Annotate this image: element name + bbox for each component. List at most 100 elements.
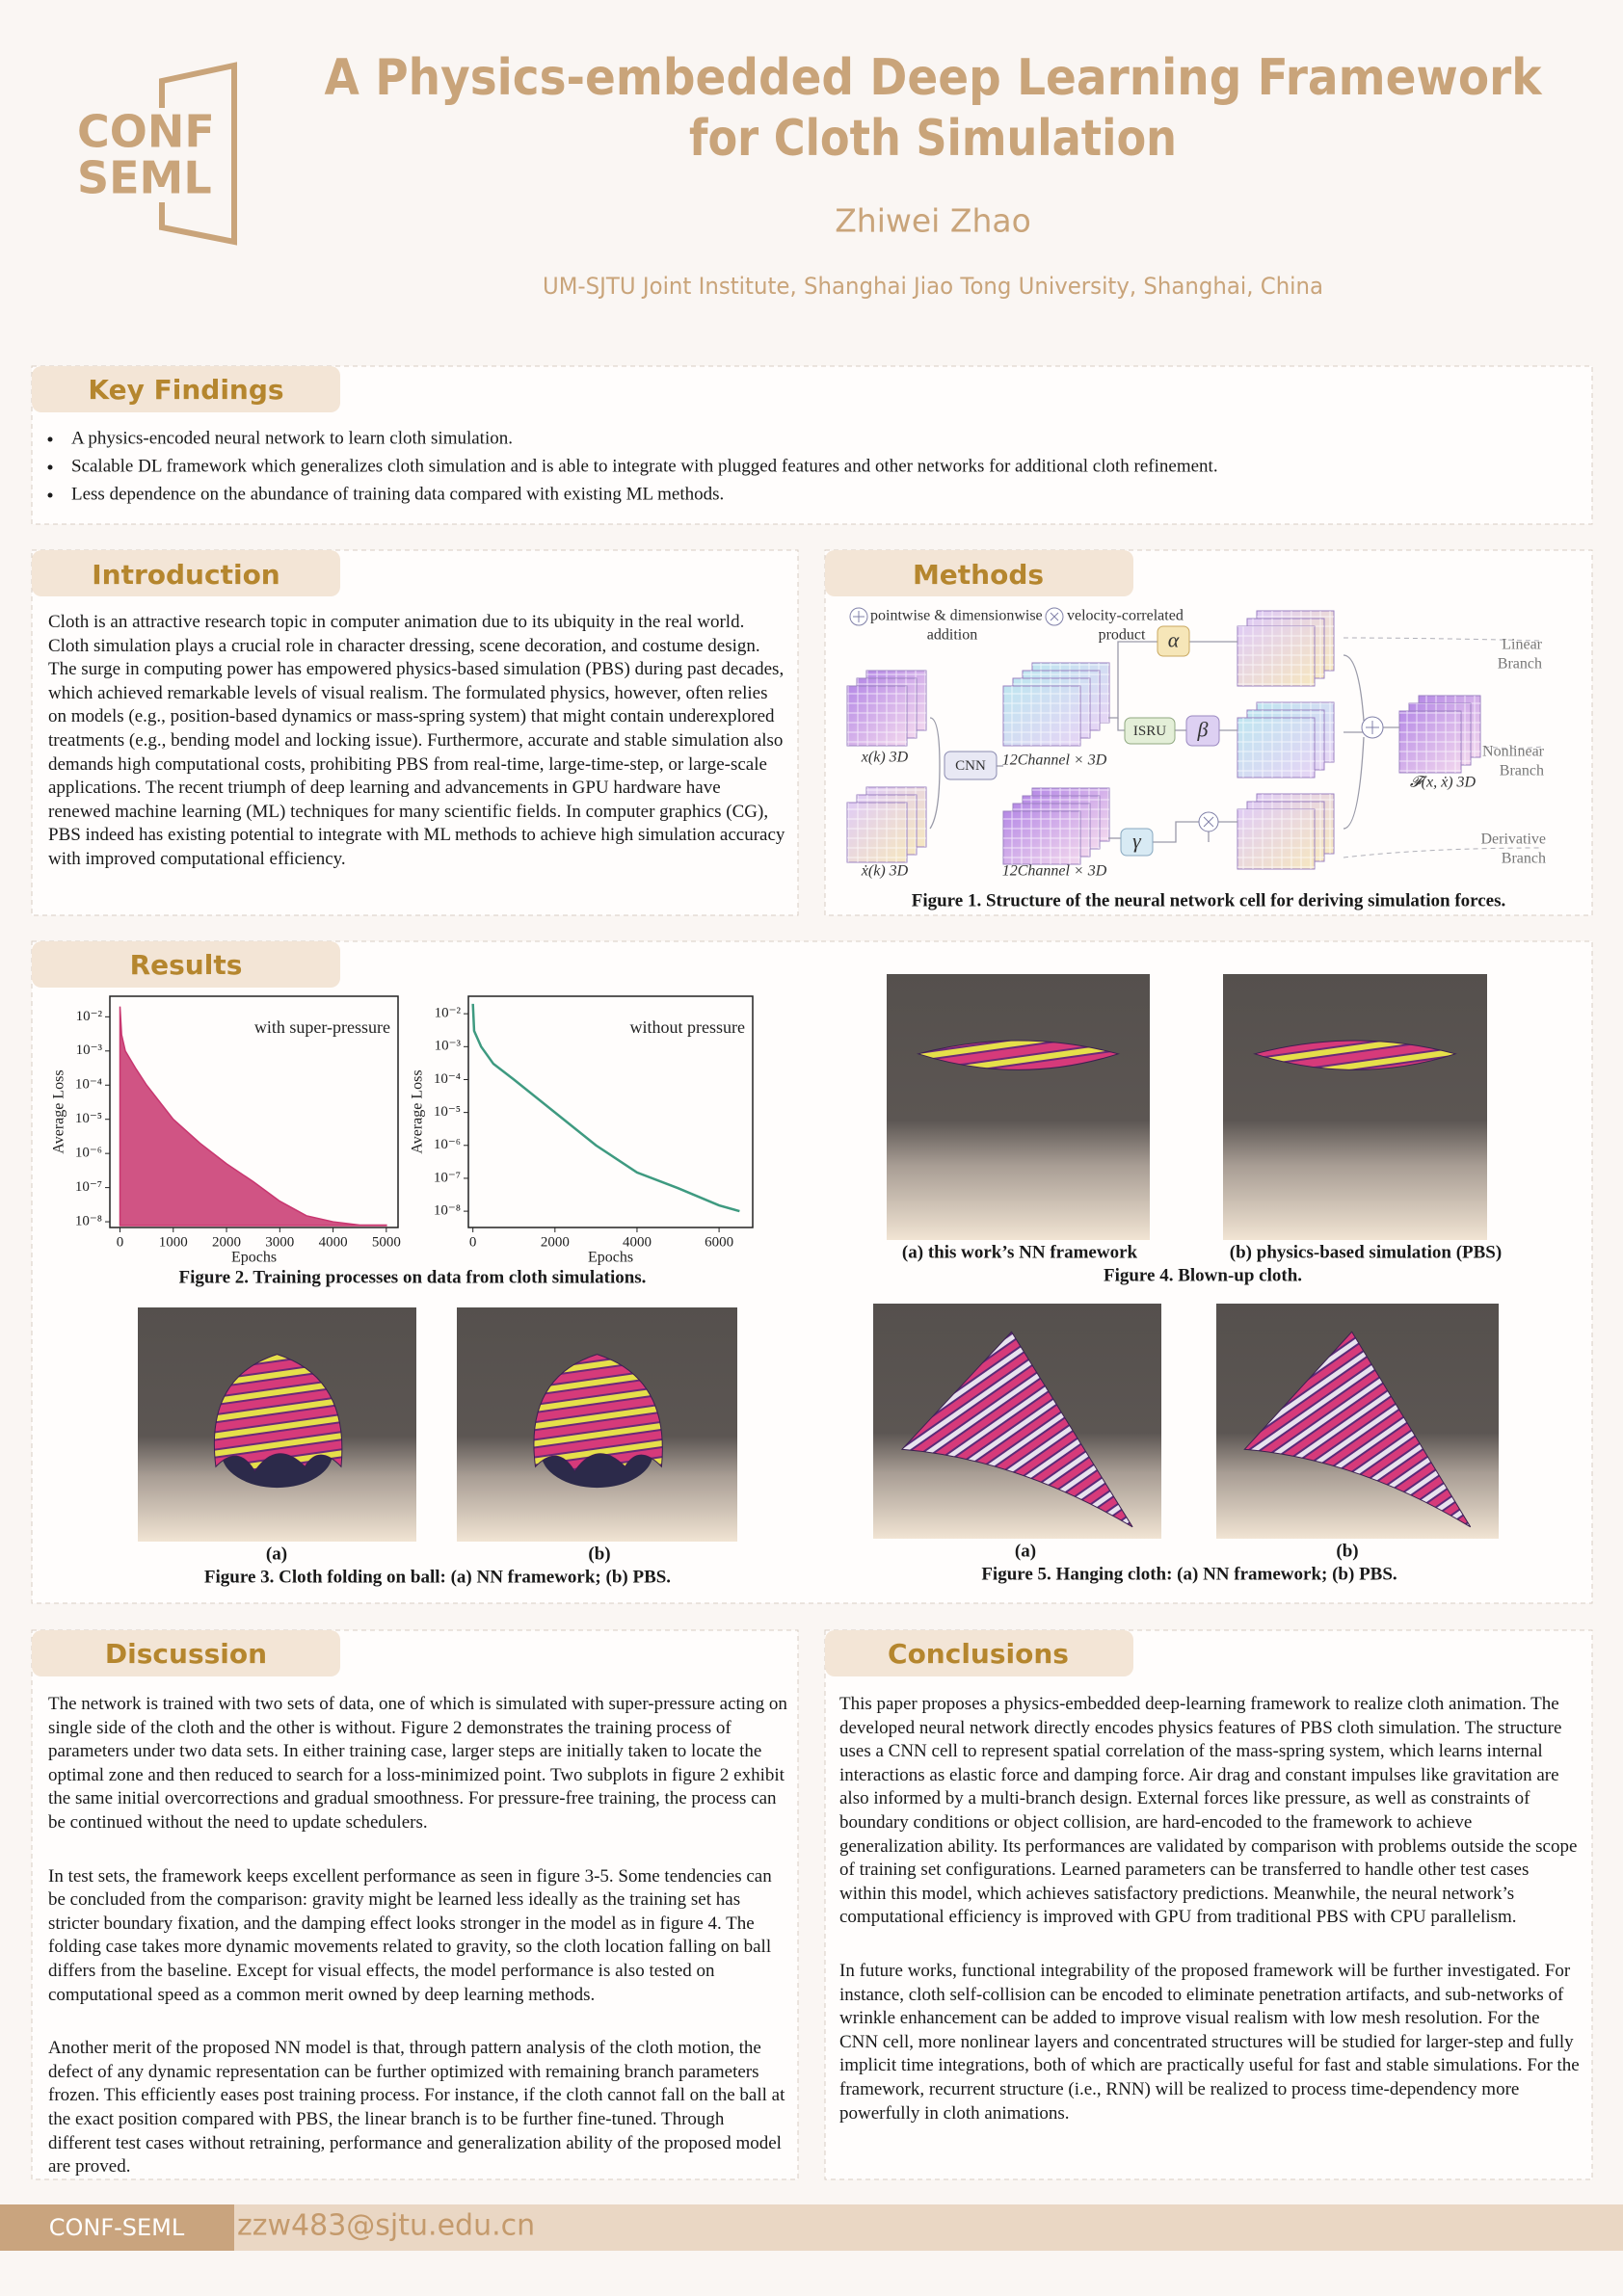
subfigure-label: (b) physics-based simulation (PBS): [1230, 1242, 1502, 1262]
section-box: [824, 1629, 1593, 2180]
render-cloth: [1243, 1331, 1472, 1528]
legend-symbol: [1050, 612, 1059, 621]
y-tick-label: 10⁻²: [76, 1009, 103, 1024]
tensor-grid: [1003, 811, 1080, 864]
subfigure-label: (a) this work’s NN framework: [902, 1242, 1138, 1262]
y-tick-label: 10⁻⁷: [75, 1179, 102, 1195]
paragraph: In future works, functional integrabilit…: [839, 1960, 1580, 2124]
legend-symbol: [853, 611, 865, 622]
tensor-grid: [1237, 718, 1315, 778]
connector: [1117, 718, 1125, 731]
footer-email: zzw483@sjtu.edu.cn: [237, 2209, 535, 2243]
x-tick-label: 4000: [319, 1234, 348, 1250]
y-tick-label: 10⁻²: [435, 1006, 462, 1021]
finding: Less dependence on the abundance of trai…: [71, 484, 724, 504]
render-cloth: [213, 1354, 343, 1473]
footer-bar: [0, 2204, 1623, 2251]
branch-label: Branch: [1498, 656, 1542, 673]
tensor-grid: [847, 686, 907, 746]
logo-bracket: [159, 62, 237, 246]
tensor-grid: [1237, 626, 1315, 686]
diagram-label: 𝓕(x, ẋ) 3D: [1410, 775, 1477, 791]
tensor-grid: [1003, 686, 1080, 746]
finding: Scalable DL framework which generalizes …: [71, 456, 1218, 476]
section-tab: [32, 550, 340, 596]
figure-caption: Figure 3. Cloth folding on ball: (a) NN …: [204, 1567, 671, 1587]
loss-area: [119, 1006, 387, 1227]
op-label: ISRU: [1133, 724, 1166, 739]
paragraph: The network is trained with two sets of …: [48, 1694, 787, 1833]
section-tab: [32, 941, 340, 988]
paragraph: This paper proposes a physics-embedded d…: [839, 1694, 1578, 1928]
x-axis-label: Epochs: [588, 1250, 633, 1266]
figure-caption: Figure 1. Structure of the neural networ…: [912, 890, 1506, 910]
render-cloth: [533, 1354, 663, 1473]
y-tick-label: 10⁻⁴: [75, 1077, 102, 1093]
subfigure-label: (b): [588, 1544, 610, 1564]
chart-annotation: without pressure: [630, 1017, 745, 1037]
x-tick-label: 2000: [541, 1234, 570, 1250]
section-heading: Conclusions: [888, 1638, 1069, 1670]
x-tick-label: 0: [117, 1234, 124, 1250]
loss-line: [471, 1003, 740, 1213]
y-axis-label: Average Loss: [410, 1069, 426, 1153]
op-box: [1185, 715, 1220, 747]
bullet: [47, 464, 53, 470]
op-box: [1124, 717, 1176, 745]
section-tab: [825, 1630, 1133, 1676]
y-tick-label: 10⁻⁸: [434, 1203, 461, 1219]
connector: [1108, 641, 1157, 719]
subfigure-label: (a): [266, 1544, 287, 1564]
y-tick-label: 10⁻³: [435, 1039, 462, 1054]
op-symbol: [1203, 816, 1214, 828]
render-cloth: [900, 1331, 1133, 1528]
render-group: [138, 974, 1499, 1542]
y-tick-label: 10⁻⁶: [434, 1137, 461, 1152]
title: A Physics-embedded Deep Learning Framewo…: [325, 49, 1543, 107]
branch-label: Derivative: [1480, 831, 1546, 848]
tensor-grid: [847, 803, 907, 862]
branch-guide: [1343, 637, 1543, 642]
x-tick-label: 4000: [623, 1234, 652, 1250]
legend-text: pointwise & dimensionwise: [870, 608, 1043, 624]
y-tick-label: 10⁻⁶: [75, 1146, 102, 1161]
x-axis-label: Epochs: [231, 1250, 277, 1266]
branch-label: Branch: [1500, 763, 1544, 779]
y-tick-label: 10⁻⁵: [75, 1111, 102, 1126]
render-cloth: [1253, 1040, 1457, 1070]
branch-guide: [1343, 847, 1543, 858]
y-axis-label: Average Loss: [51, 1069, 67, 1153]
render-background: [887, 974, 1150, 1240]
subfigure-label: (b): [1336, 1541, 1358, 1561]
x-tick-label: 1000: [159, 1234, 188, 1250]
figure-caption: Figure 2. Training processes on data fro…: [179, 1267, 647, 1287]
finding: A physics-encoded neural network to lear…: [71, 428, 513, 448]
section-box: [31, 549, 799, 916]
connector: [1153, 821, 1200, 843]
section-heading: Methods: [913, 559, 1044, 591]
paragraph: Another merit of the proposed NN model i…: [48, 2038, 785, 2177]
introduction-text: Cloth is an attractive research topic in…: [48, 612, 785, 869]
section-heading: Introduction: [92, 559, 280, 591]
op-box: [1120, 828, 1154, 857]
chart-annotation: with super-pressure: [254, 1017, 390, 1037]
diagram-label: 12Channel × 3D: [1002, 863, 1107, 880]
bullet: [47, 436, 53, 442]
op-label: CNN: [955, 758, 986, 774]
connector: [1343, 736, 1365, 830]
x-tick-label: 2000: [212, 1234, 241, 1250]
branch-label: Branch: [1502, 851, 1546, 867]
y-tick-label: 10⁻⁸: [75, 1213, 102, 1228]
section-tab: [32, 366, 340, 412]
y-tick-label: 10⁻⁵: [434, 1104, 461, 1120]
connector: [1343, 654, 1365, 722]
tensor-grid: [1399, 711, 1461, 773]
render-cloth: [916, 1040, 1121, 1070]
paragraph: In test sets, the framework keeps excell…: [48, 1865, 772, 2005]
render-background: [1223, 974, 1487, 1240]
section-heading: Key Findings: [88, 374, 283, 406]
x-tick-label: 5000: [372, 1234, 401, 1250]
y-tick-label: 10⁻⁴: [434, 1071, 461, 1087]
section-tab: [32, 1630, 340, 1676]
